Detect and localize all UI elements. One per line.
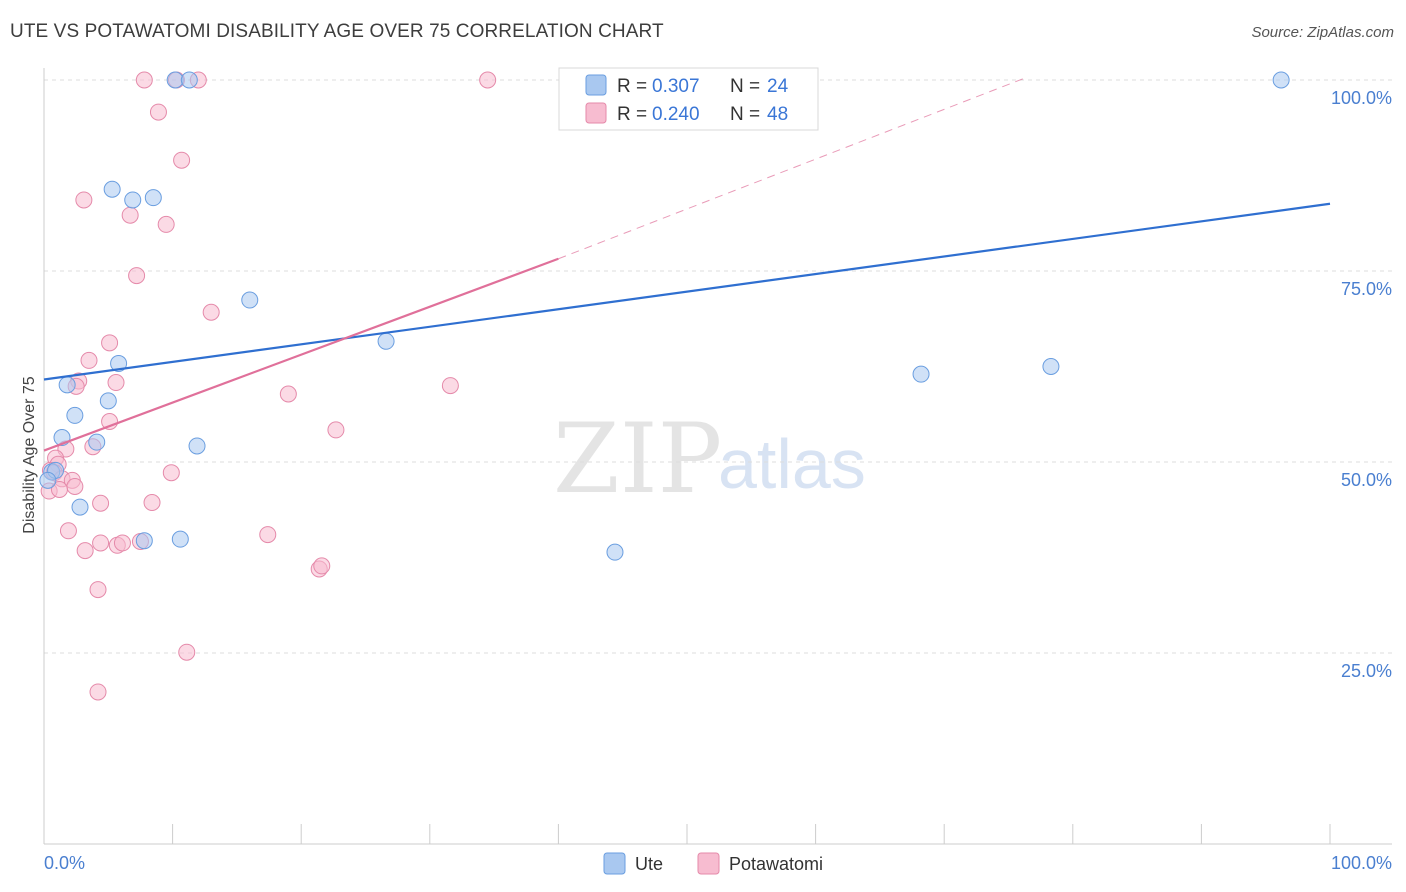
potawatomi-point-12 <box>80 351 98 369</box>
ute-point-0 <box>166 71 184 89</box>
potawatomi-point-33 <box>143 493 161 511</box>
axes <box>43 68 1392 845</box>
ute-point-14 <box>88 433 106 451</box>
y-tick-labels: 25.0% 50.0% 75.0% 100.0% <box>1331 88 1392 681</box>
y-tick-label-100: 100.0% <box>1331 88 1392 108</box>
ute-point-5 <box>124 191 142 209</box>
potawatomi-point-6 <box>75 191 93 209</box>
ute-point-1 <box>180 71 198 89</box>
y-tick-label-25: 25.0% <box>1341 661 1392 681</box>
potawatomi-point-30 <box>50 481 68 499</box>
legend-potawatomi-r-value: 0.240 <box>652 104 700 125</box>
ute-point-7 <box>241 291 259 309</box>
potawatomi-points <box>40 71 497 701</box>
ute-point-10 <box>58 376 76 394</box>
y-axis-label: Disability Age Over 75 <box>21 376 38 534</box>
legend-ute-n-value: 24 <box>767 76 789 97</box>
legend-potawatomi-n-value: 48 <box>767 104 788 125</box>
legend-ute-r-label: R = <box>617 76 647 97</box>
potawatomi-point-4 <box>149 103 167 121</box>
potawatomi-point-9 <box>128 267 146 285</box>
potawatomi-point-5 <box>173 151 191 169</box>
potawatomi-point-0 <box>135 71 153 89</box>
source-label: Source: ZipAtlas.com <box>1251 24 1394 41</box>
legend-swatch-potawatomi <box>585 102 607 124</box>
ute-point-19 <box>71 498 89 516</box>
y-tick-label-50: 50.0% <box>1341 470 1392 490</box>
ute-point-4 <box>103 180 121 198</box>
x-ticks <box>43 824 1331 844</box>
bottom-legend-label-ute: Ute <box>635 854 663 874</box>
potawatomi-trend-line-1 <box>43 257 559 452</box>
potawatomi-point-16 <box>279 385 297 403</box>
legend-potawatomi-r-label: R = <box>617 104 647 125</box>
ute-points <box>39 71 1290 561</box>
bottom-legend-swatch-potawatomi <box>697 852 720 875</box>
ute-point-9 <box>110 354 128 372</box>
trend-lines <box>43 76 1331 452</box>
potawatomi-point-44 <box>178 643 196 661</box>
watermark-atlas: atlas <box>718 425 866 503</box>
watermark-zip: ZIP <box>553 403 722 515</box>
potawatomi-point-10 <box>202 303 220 321</box>
legend-potawatomi-n-label: N = <box>730 104 760 125</box>
potawatomi-point-45 <box>89 683 107 701</box>
ute-point-20 <box>135 532 153 550</box>
ute-point-15 <box>188 437 206 455</box>
legend-ute-r-value: 0.307 <box>652 76 700 97</box>
ute-point-24 <box>1042 358 1060 375</box>
top-legend: R = 0.307 N = 24 R = 0.240 N = 48 <box>558 67 819 131</box>
legend-swatch-ute <box>585 74 607 96</box>
ute-point-8 <box>377 332 395 350</box>
ute-point-12 <box>99 392 117 410</box>
gridlines <box>44 79 1392 654</box>
potawatomi-point-29 <box>66 477 84 495</box>
ute-point-22 <box>606 543 624 561</box>
potawatomi-point-7 <box>121 206 139 224</box>
potawatomi-point-35 <box>76 542 94 560</box>
bottom-legend-swatch-ute <box>603 852 626 875</box>
ute-point-3 <box>1272 71 1290 89</box>
potawatomi-point-17 <box>441 377 459 395</box>
ute-point-23 <box>912 365 930 383</box>
ute-trend-line-0 <box>43 202 1331 381</box>
legend-ute-n-label: N = <box>730 76 760 97</box>
ute-point-6 <box>144 189 162 207</box>
bottom-legend: Ute Potawatomi <box>603 852 823 875</box>
y-tick-label-75: 75.0% <box>1341 279 1392 299</box>
potawatomi-point-11 <box>101 334 119 352</box>
potawatomi-point-38 <box>113 534 131 552</box>
potawatomi-point-40 <box>259 526 277 544</box>
potawatomi-point-42 <box>313 557 331 575</box>
potawatomi-point-34 <box>59 522 77 540</box>
potawatomi-point-15 <box>107 374 125 392</box>
chart-title: UTE VS POTAWATOMI DISABILITY AGE OVER 75… <box>10 21 664 42</box>
potawatomi-point-19 <box>327 421 345 439</box>
potawatomi-point-3 <box>479 71 497 89</box>
bottom-legend-label-potawatomi: Potawatomi <box>729 854 823 874</box>
potawatomi-point-32 <box>92 494 110 512</box>
potawatomi-point-43 <box>89 581 107 599</box>
ute-point-21 <box>171 530 189 548</box>
ute-point-18 <box>39 471 57 489</box>
potawatomi-point-8 <box>157 215 175 233</box>
potawatomi-point-31 <box>162 464 180 482</box>
ute-point-11 <box>66 406 84 424</box>
x-tick-label-min: 0.0% <box>44 853 85 873</box>
x-tick-label-max: 100.0% <box>1331 853 1392 873</box>
potawatomi-point-36 <box>92 534 110 552</box>
